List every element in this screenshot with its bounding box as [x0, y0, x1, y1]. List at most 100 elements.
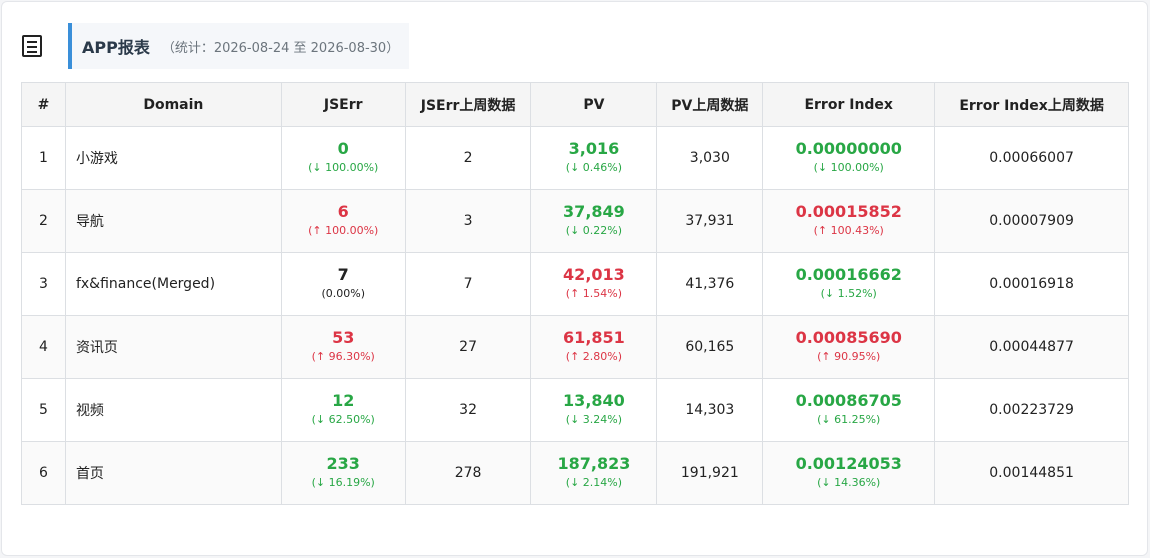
- pv-cell: 42,013 (↑ 1.54%): [530, 252, 658, 316]
- table-row: 5 视频 12 (↓ 62.50%) 32 13,840 (↓ 3.24%) 14,303 0.…: [21, 378, 1129, 442]
- domain-name: 视频: [64, 378, 282, 442]
- pv-value: 37,849: [563, 202, 625, 221]
- page-title: APP报表: [82, 38, 150, 57]
- error-index-prev-value: 0.00066007: [934, 126, 1129, 190]
- jserr-delta: (↓ 62.50%): [311, 413, 375, 426]
- col-header-pv: PV: [530, 82, 658, 127]
- jserr-cell: 7 (0.00%): [280, 252, 406, 316]
- domain-name: 资讯页: [64, 315, 282, 379]
- jserr-value: 7: [337, 265, 349, 284]
- pv-delta: (↓ 0.22%): [565, 224, 623, 237]
- error-index-prev-value: 0.00016918: [934, 252, 1129, 316]
- pv-value: 187,823: [557, 454, 631, 473]
- jserr-delta: (↓ 16.19%): [311, 476, 375, 489]
- error-index-cell: 0.00015852 (↑ 100.43%): [762, 189, 936, 253]
- error-index-delta: (↓ 100.00%): [813, 161, 884, 174]
- row-number: 5: [21, 378, 66, 442]
- error-index-cell: 0.00086705 (↓ 61.25%): [762, 378, 936, 442]
- jserr-cell: 53 (↑ 96.30%): [280, 315, 406, 379]
- table-row: 1 小游戏 0 (↓ 100.00%) 2 3,016 (↓ 0.46%) 3,030 0.00…: [21, 126, 1129, 190]
- date-range: （统计：2026-08-24 至 2026-08-30）: [161, 40, 400, 56]
- error-index-cell: 0.00000000 (↓ 100.00%): [762, 126, 936, 190]
- error-index-value: 0.00085690: [795, 328, 902, 347]
- error-index-prev-value: 0.00144851: [934, 441, 1129, 505]
- jserr-delta: (↑ 96.30%): [311, 350, 375, 363]
- error-index-cell: 0.00124053 (↓ 14.36%): [762, 441, 936, 505]
- table-row: 4 资讯页 53 (↑ 96.30%) 27 61,851 (↑ 2.80%) 60,165 0…: [21, 315, 1129, 379]
- jserr-prev-value: 7: [404, 252, 532, 316]
- domain-name: 首页: [64, 441, 282, 505]
- report-header: APP报表 （统计：2026-08-24 至 2026-08-30）: [22, 22, 410, 70]
- error-index-prev-value: 0.00007909: [934, 189, 1129, 253]
- jserr-value: 6: [337, 202, 349, 221]
- col-header-jserr-prev: JSErr上周数据: [404, 82, 532, 127]
- table-row: 2 导航 6 (↑ 100.00%) 3 37,849 (↓ 0.22%) 37,931 0.0…: [21, 189, 1129, 253]
- pv-prev-value: 41,376: [656, 252, 764, 316]
- table-row: 6 首页 233 (↓ 16.19%) 278 187,823 (↓ 2.14%) 191,9…: [21, 441, 1129, 505]
- error-index-value: 0.00015852: [795, 202, 902, 221]
- jserr-cell: 6 (↑ 100.00%): [280, 189, 406, 253]
- jserr-prev-value: 3: [404, 189, 532, 253]
- pv-prev-value: 3,030: [656, 126, 764, 190]
- error-index-delta: (↓ 61.25%): [817, 413, 881, 426]
- pv-delta: (↓ 3.24%): [565, 413, 623, 426]
- pv-cell: 61,851 (↑ 2.80%): [530, 315, 658, 379]
- error-index-prev-value: 0.00044877: [934, 315, 1129, 379]
- jserr-cell: 12 (↓ 62.50%): [280, 378, 406, 442]
- col-header-jserr: JSErr: [280, 82, 406, 127]
- pv-prev-value: 191,921: [656, 441, 764, 505]
- jserr-delta: (↓ 100.00%): [308, 161, 379, 174]
- jserr-prev-value: 27: [404, 315, 532, 379]
- pv-delta: (↑ 2.80%): [565, 350, 623, 363]
- table-header-row: # Domain JSErr JSErr上周数据 PV PV上周数据 Error…: [21, 82, 1129, 127]
- pv-value: 42,013: [563, 265, 625, 284]
- row-number: 1: [21, 126, 66, 190]
- pv-value: 13,840: [563, 391, 625, 410]
- jserr-prev-value: 278: [404, 441, 532, 505]
- col-header-no: #: [21, 82, 66, 127]
- error-index-value: 0.00016662: [795, 265, 902, 284]
- title-box: APP报表 （统计：2026-08-24 至 2026-08-30）: [68, 23, 410, 69]
- pv-value: 3,016: [568, 139, 620, 158]
- pv-cell: 187,823 (↓ 2.14%): [530, 441, 658, 505]
- domain-name: 小游戏: [64, 126, 282, 190]
- error-index-prev-value: 0.00223729: [934, 378, 1129, 442]
- jserr-cell: 233 (↓ 16.19%): [280, 441, 406, 505]
- jserr-value: 0: [337, 139, 349, 158]
- pv-prev-value: 37,931: [656, 189, 764, 253]
- col-header-pv-prev: PV上周数据: [656, 82, 764, 127]
- jserr-value: 53: [332, 328, 355, 347]
- col-header-error-index: Error Index: [762, 82, 936, 127]
- error-index-value: 0.00000000: [795, 139, 902, 158]
- jserr-cell: 0 (↓ 100.00%): [280, 126, 406, 190]
- row-number: 6: [21, 441, 66, 505]
- error-index-value: 0.00086705: [795, 391, 902, 410]
- pv-cell: 3,016 (↓ 0.46%): [530, 126, 658, 190]
- jserr-value: 233: [326, 454, 360, 473]
- pv-cell: 13,840 (↓ 3.24%): [530, 378, 658, 442]
- jserr-prev-value: 32: [404, 378, 532, 442]
- col-header-domain: Domain: [64, 82, 282, 127]
- row-number: 4: [21, 315, 66, 379]
- error-index-cell: 0.00016662 (↓ 1.52%): [762, 252, 936, 316]
- domain-name: 导航: [64, 189, 282, 253]
- row-number: 2: [21, 189, 66, 253]
- pv-cell: 37,849 (↓ 0.22%): [530, 189, 658, 253]
- error-index-delta: (↑ 100.43%): [813, 224, 884, 237]
- error-index-value: 0.00124053: [795, 454, 902, 473]
- col-header-error-index-prev: Error Index上周数据: [934, 82, 1129, 127]
- error-index-delta: (↑ 90.95%): [817, 350, 881, 363]
- error-index-cell: 0.00085690 (↑ 90.95%): [762, 315, 936, 379]
- pv-delta: (↓ 0.46%): [565, 161, 623, 174]
- report-table: # Domain JSErr JSErr上周数据 PV PV上周数据 Error…: [21, 82, 1129, 505]
- jserr-value: 12: [332, 391, 355, 410]
- error-index-delta: (↓ 14.36%): [817, 476, 881, 489]
- pv-prev-value: 60,165: [656, 315, 764, 379]
- error-index-delta: (↓ 1.52%): [820, 287, 877, 300]
- pv-prev-value: 14,303: [656, 378, 764, 442]
- jserr-prev-value: 2: [404, 126, 532, 190]
- document-list-icon: [22, 35, 42, 57]
- pv-value: 61,851: [563, 328, 625, 347]
- domain-name: fx&finance(Merged): [64, 252, 282, 316]
- jserr-delta: (0.00%): [321, 287, 365, 300]
